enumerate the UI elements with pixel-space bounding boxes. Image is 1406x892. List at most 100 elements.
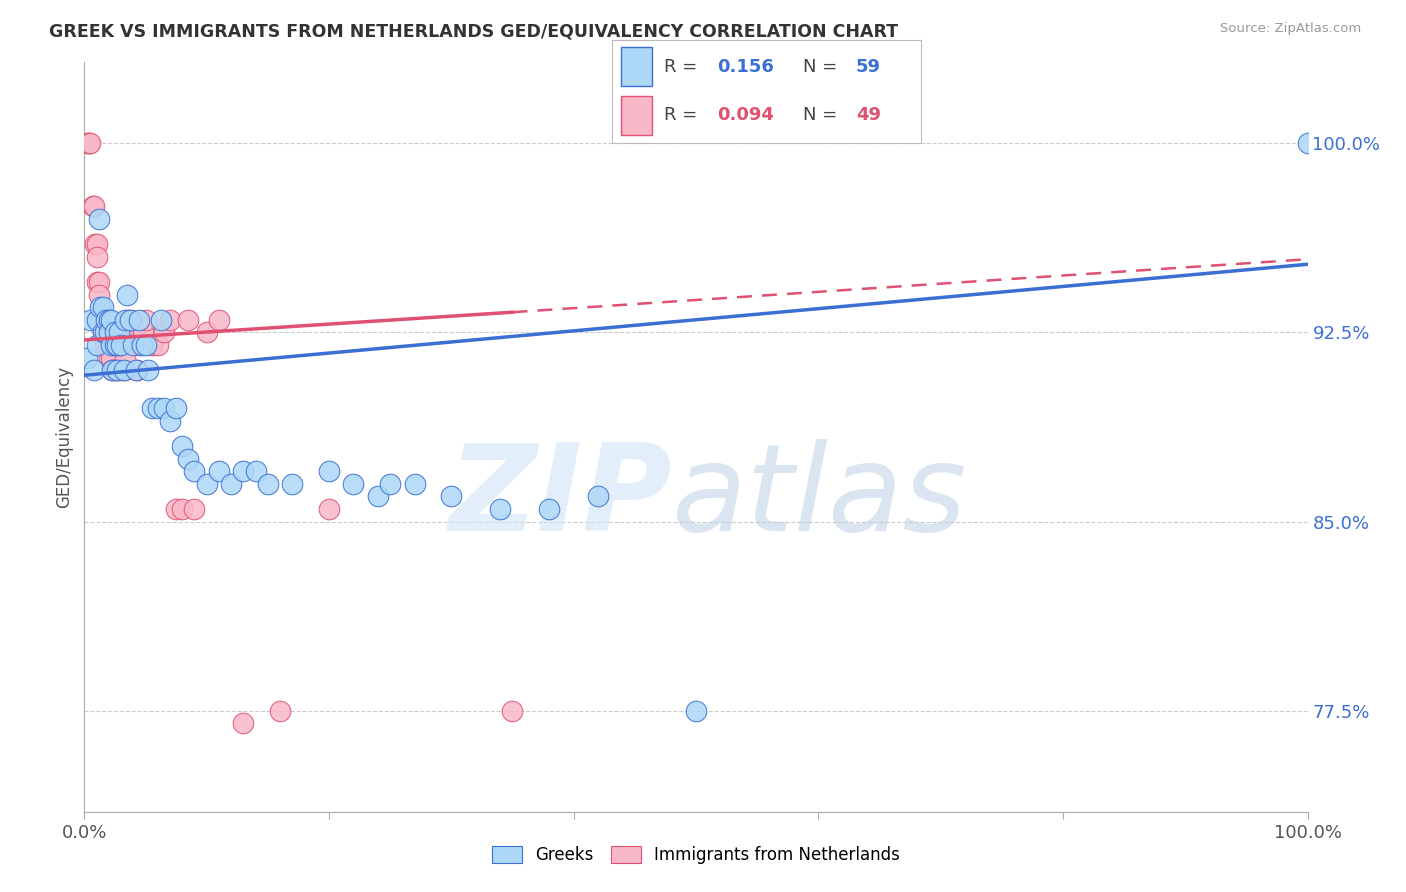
Point [97,351,120,365]
Point [131,338,153,352]
Point [79,312,101,326]
Text: 49: 49 [856,106,882,124]
Point [115,312,138,326]
Text: 59: 59 [856,58,882,76]
Point [367,489,389,503]
Point [342,476,364,491]
Bar [621,95,652,135]
Point [87,287,110,301]
Point [86,250,108,264]
Point [128,312,150,326]
Point [110,338,132,352]
Point [153,401,176,415]
Point [172,439,194,453]
Point [122,326,145,340]
Point [100,312,122,326]
Text: R =: R = [664,58,703,76]
Point [208,312,231,326]
Point [91,326,114,340]
Text: atlas: atlas [672,439,967,556]
Point [183,502,205,516]
Point [135,338,157,352]
Point [105,338,128,352]
Point [208,464,231,478]
Point [96,326,118,340]
Point [177,451,200,466]
Point [135,312,157,326]
Point [318,464,340,478]
Point [86,312,108,326]
Text: Source: ZipAtlas.com: Source: ZipAtlas.com [1220,22,1361,36]
Point [120,312,142,326]
Point [141,338,163,352]
Point [97,312,120,326]
Text: N =: N = [803,58,844,76]
Text: R =: R = [664,106,703,124]
Point [79,136,101,151]
Point [114,312,136,326]
Point [100,338,122,352]
Point [183,464,205,478]
Point [87,211,110,226]
Point [136,363,159,377]
Point [82,199,104,213]
Point [89,300,111,314]
Point [94,338,117,352]
Point [146,401,169,415]
Point [380,476,402,491]
Point [404,476,426,491]
Point [87,275,110,289]
Point [101,363,124,377]
Point [104,363,127,377]
Text: ZIP: ZIP [447,439,672,556]
Bar [621,47,652,87]
Point [257,476,280,491]
Point [165,502,187,516]
Point [219,476,242,491]
Point [94,312,117,326]
Point [440,489,463,503]
Point [112,363,135,377]
Point [165,401,187,415]
Point [112,363,135,377]
Point [318,502,340,516]
Point [77,136,100,151]
Text: N =: N = [803,106,844,124]
Point [107,363,129,377]
Point [128,338,150,352]
Point [104,326,127,340]
Point [125,363,148,377]
Point [86,275,108,289]
Point [76,136,98,151]
Point [101,363,124,377]
Point [97,326,120,340]
Point [159,414,181,428]
Point [122,338,145,352]
Point [150,312,173,326]
Point [141,401,163,415]
Point [232,464,254,478]
Point [132,326,155,340]
Point [115,287,138,301]
Point [105,363,128,377]
Point [538,502,561,516]
Point [110,326,132,340]
Point [76,351,98,365]
Text: GREEK VS IMMIGRANTS FROM NETHERLANDS GED/EQUIVALENCY CORRELATION CHART: GREEK VS IMMIGRANTS FROM NETHERLANDS GED… [49,22,898,40]
Point [86,338,108,352]
Point [159,312,181,326]
Point [118,312,141,326]
Point [94,326,117,340]
Point [105,338,128,352]
Point [685,704,707,718]
Point [195,476,218,491]
Point [489,502,512,516]
Point [104,338,127,352]
Point [245,464,267,478]
Point [1296,136,1319,151]
Point [91,300,114,314]
Point [502,704,524,718]
Point [100,351,122,365]
Legend: Greeks, Immigrants from Netherlands: Greeks, Immigrants from Netherlands [485,839,907,871]
Point [91,312,114,326]
